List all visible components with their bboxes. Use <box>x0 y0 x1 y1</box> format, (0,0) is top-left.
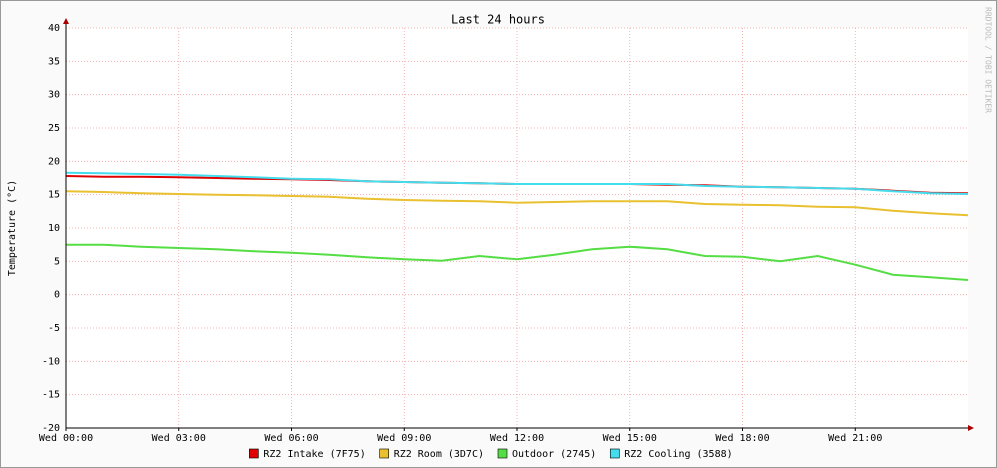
y-tick-label: 40 <box>48 23 60 34</box>
y-axis-label: Temperature (°C) <box>7 180 18 276</box>
legend-label: RZ2 Intake (7F75) <box>263 449 365 460</box>
x-arrow <box>968 425 974 431</box>
labels: -20 -15 -10 -5 0 5 10 15 20 25 30 35 40 Wed 00:00 Wed … <box>39 23 882 460</box>
y-tick-label: 15 <box>48 190 60 201</box>
series-line <box>65 171 969 195</box>
y-tick-label: 10 <box>48 223 60 234</box>
watermark: RRDTOOL / TOBI OETIKER <box>984 7 993 113</box>
y-arrow <box>63 18 69 24</box>
x-tick-label: Wed 03:00 <box>152 433 206 444</box>
x-tick-label: Wed 18:00 <box>715 433 769 444</box>
legend-swatch <box>497 448 508 459</box>
y-tick-label: -5 <box>48 323 60 334</box>
series-line <box>66 243 969 281</box>
series-line <box>65 190 969 217</box>
y-tick-label: -15 <box>42 390 60 401</box>
y-tick-label: -20 <box>42 423 60 434</box>
legend-swatch <box>249 448 259 459</box>
x-tick-label: Wed 12:00 <box>490 433 544 444</box>
legend-swatch <box>609 448 620 459</box>
legend-swatch <box>379 448 390 459</box>
x-tick-label: Wed 21:00 <box>828 433 882 444</box>
legend-label: RZ2 Cooling (3588) <box>624 449 732 460</box>
x-tick-label: Wed 09:00 <box>377 433 431 444</box>
legend-label: Outdoor (2745) <box>512 449 596 460</box>
lines <box>65 171 969 281</box>
y-tick-label: 0 <box>54 290 60 301</box>
y-tick-label: 5 <box>54 256 60 267</box>
y-tick-label: 35 <box>48 56 60 67</box>
x-tick-label: Wed 06:00 <box>264 433 318 444</box>
x-tick-label: Wed 00:00 <box>39 433 93 444</box>
y-tick-label: -10 <box>42 356 60 367</box>
legend-label: RZ2 Room (3D7C) <box>394 449 484 460</box>
y-tick-label: 20 <box>48 156 60 167</box>
x-tick-label: Wed 15:00 <box>603 433 657 444</box>
y-tick-label: 25 <box>48 123 60 134</box>
y-tick-label: 30 <box>48 90 60 101</box>
chart-title: Last 24 hours <box>451 13 545 27</box>
